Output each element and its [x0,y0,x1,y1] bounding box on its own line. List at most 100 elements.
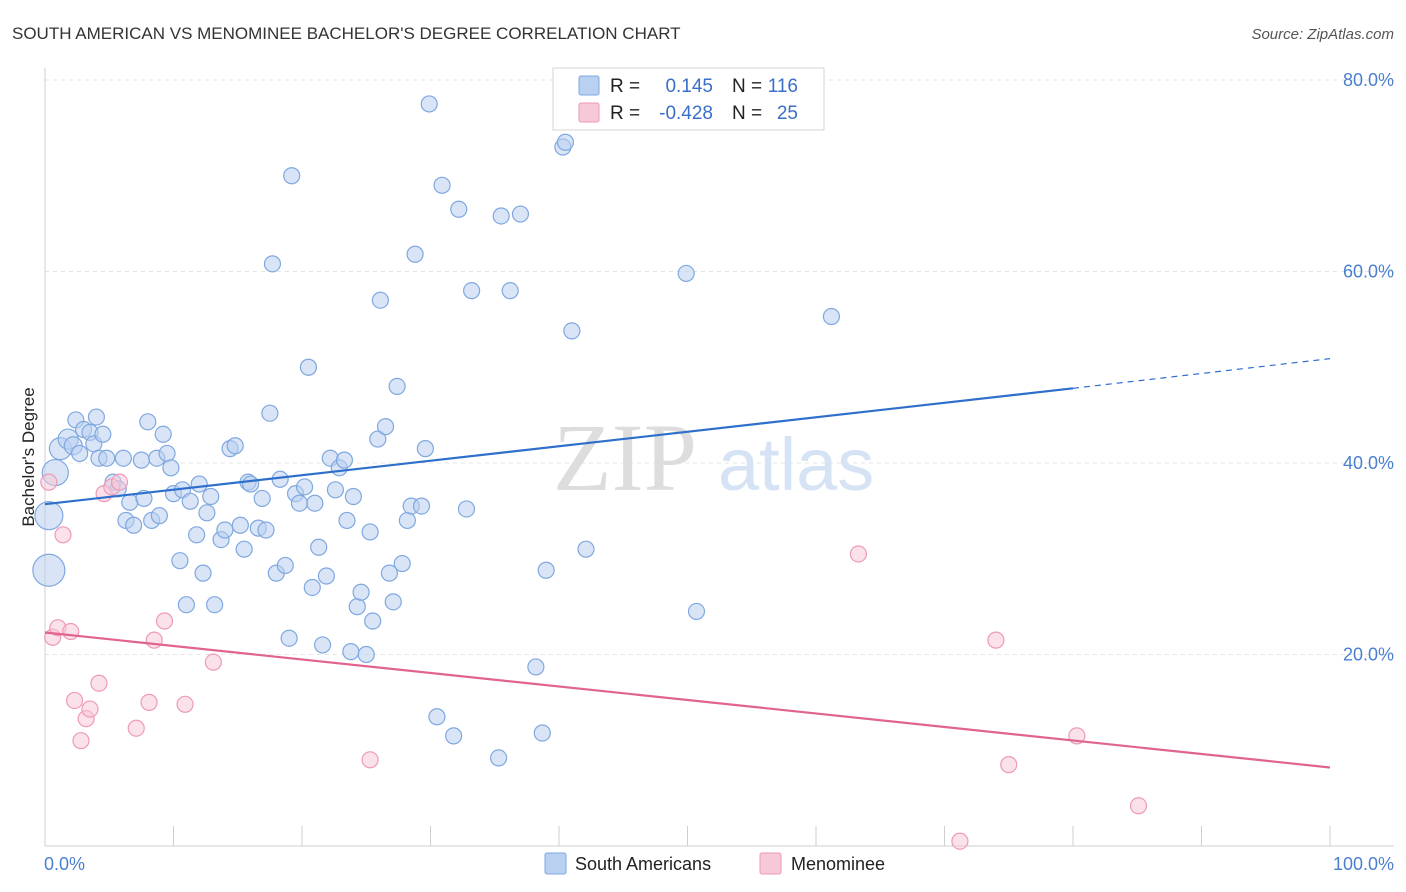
point-south-americans-28 [158,444,176,463]
x-tick-marks [173,826,1331,846]
legend-label-menominee: Menominee [791,854,885,874]
stats-n-label-0: N = [732,76,762,97]
point-menominee-17 [176,695,194,713]
point-south-americans-23 [139,413,157,431]
point-south-americans-42 [216,521,234,539]
point-south-americans-36 [190,475,208,493]
watermark: ZIP atlas [553,404,874,511]
point-south-americans-35 [188,526,206,544]
point-south-americans-31 [171,552,189,570]
point-menominee-19 [361,751,379,769]
point-south-americans-101 [501,282,519,300]
point-menominee-6 [72,732,90,750]
point-south-americans-40 [206,596,224,614]
point-south-americans-39 [202,487,220,506]
point-south-americans-56 [276,556,294,575]
point-south-americans-65 [310,538,328,556]
point-menominee-16 [155,612,174,630]
trend-line-menominee [44,631,1331,769]
point-south-americans-73 [342,643,360,661]
point-south-americans-74 [344,487,362,506]
point-south-americans-53 [263,255,282,273]
point-menominee-13 [127,719,145,737]
point-menominee-15 [145,631,163,649]
point-south-americans-87 [398,511,416,530]
point-south-americans-82 [376,418,395,436]
point-south-americans-78 [361,523,379,541]
point-menominee-0 [40,473,58,491]
point-south-americans-52 [261,404,279,422]
point-south-americans-107 [556,133,575,151]
point-south-americans-97 [457,500,476,518]
point-south-americans-60 [290,494,309,512]
stats-n-value-1: 25 [777,103,798,124]
point-menominee-8 [81,700,99,718]
point-south-americans-104 [533,724,551,742]
point-menominee-3 [54,526,72,544]
point-south-americans-34 [181,492,199,510]
point-south-americans-11 [87,408,106,426]
point-south-americans-92 [420,95,438,113]
trend-lines [44,358,1331,769]
point-south-americans-76 [352,583,370,601]
point-south-americans-13 [94,425,112,443]
watermark-atlas: atlas [718,423,874,506]
point-south-americans-89 [406,245,424,263]
point-south-americans-80 [369,430,387,448]
point-south-americans-57 [280,629,298,647]
series-menominee-points [40,473,1148,850]
point-south-americans-102 [511,205,530,223]
point-south-americans-93 [428,708,446,726]
point-south-americans-37 [194,564,212,582]
point-south-americans-103 [527,658,545,676]
point-menominee-4 [62,622,80,641]
point-south-americans-69 [326,481,345,499]
point-south-americans-48 [242,475,260,493]
point-south-americans-38 [198,504,216,522]
point-south-americans-96 [450,200,468,218]
stats-legend-swatch-menominee [578,102,600,123]
point-south-americans-90 [412,497,431,515]
point-south-americans-98 [463,282,481,300]
chart-source: Source: ZipAtlas.com [1251,26,1394,43]
point-south-americans-111 [687,602,706,621]
y-tick-labels: 20.0% 40.0% 60.0% 80.0% [1343,70,1394,665]
point-menominee-22 [987,631,1005,649]
point-south-americans-91 [416,440,434,458]
point-south-americans-72 [338,511,356,530]
point-south-americans-86 [393,554,411,573]
point-south-americans-83 [380,564,398,582]
point-south-americans-51 [257,521,275,539]
point-south-americans-26 [150,507,168,525]
point-south-americans-44 [226,437,244,455]
x-tick-label-max: 100.0% [1333,854,1394,874]
point-south-americans-110 [677,264,695,283]
point-south-americans-62 [299,358,318,376]
point-south-americans-81 [371,291,389,309]
point-south-americans-27 [154,425,172,443]
point-south-americans-14 [98,449,116,467]
point-menominee-18 [204,653,222,671]
point-south-americans-77 [357,645,375,664]
point-south-americans-33 [177,596,195,614]
legend-swatch-menominee [759,852,782,875]
chart-title: SOUTH AMERICAN VS MENOMINEE BACHELOR'S D… [12,24,681,43]
point-south-americans-71 [335,451,354,469]
point-south-americans-1 [32,553,66,587]
point-menominee-25 [1129,797,1148,815]
point-south-americans-50 [253,489,271,508]
point-menominee-12 [110,473,129,491]
point-south-americans-29 [162,459,180,477]
point-south-americans-109 [577,540,595,558]
y-tick-label-20: 20.0% [1343,645,1394,665]
point-south-americans-61 [295,478,314,496]
y-tick-label-80: 80.0% [1343,70,1394,90]
stats-r-value-1: -0.428 [659,103,713,124]
point-south-americans-100 [492,207,510,225]
watermark-zip: ZIP [553,404,697,511]
point-menominee-20 [849,545,868,563]
stats-r-label-0: R = [610,76,640,97]
point-south-americans-58 [283,167,301,185]
gridlines [45,79,1394,655]
point-south-americans-105 [537,561,555,579]
